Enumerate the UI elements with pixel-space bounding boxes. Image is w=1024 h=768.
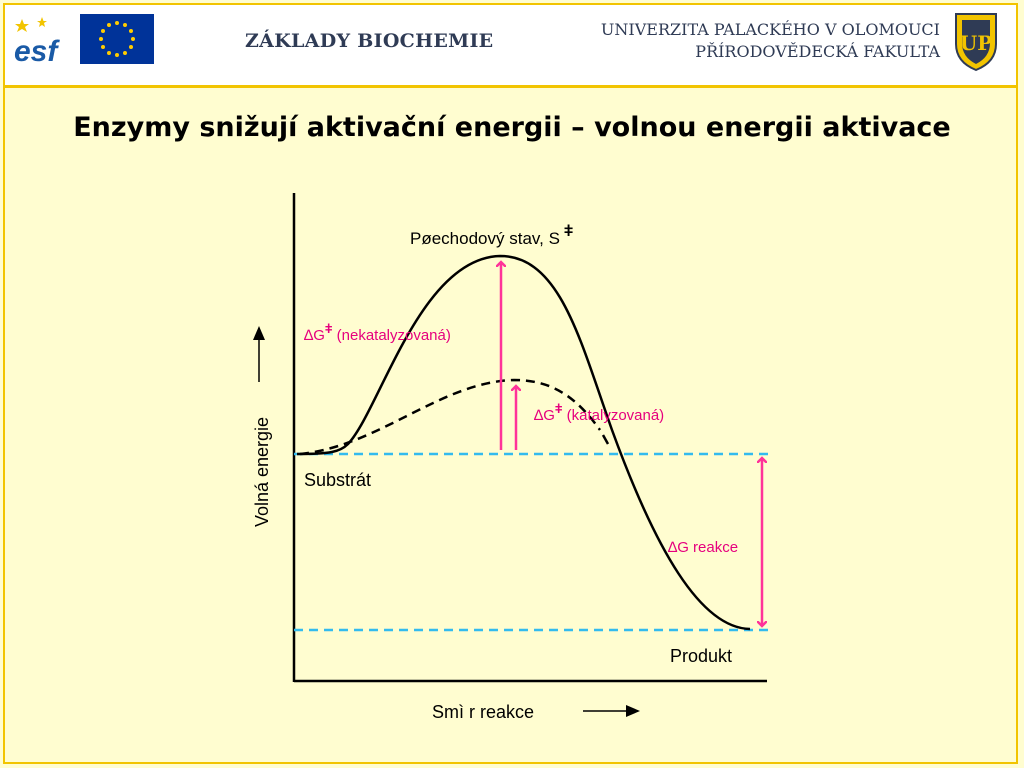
substrate-label: Substrát <box>304 470 371 490</box>
svg-text:UP: UP <box>960 31 992 55</box>
header-bar <box>5 5 1016 85</box>
slide-title: Enzymy snižují aktivační energii – volno… <box>73 112 951 143</box>
y-axis-label: Volná energie <box>252 417 272 527</box>
uncatalyzed-reaction-curve <box>296 254 751 631</box>
catalyzed-activation-label: ∆Gǂ (katalyzovaná) <box>534 401 664 424</box>
reaction-energy-label: ∆G reakce <box>668 539 738 556</box>
product-label: Produkt <box>670 646 732 666</box>
catalyzed-reaction-curve <box>299 378 602 456</box>
university-name: UNIVERZITA PALACKÉHO V OLOMOUCI <box>600 20 940 39</box>
faculty-name: PŘÍRODOVĚDECKÁ FAKULTA <box>695 42 940 61</box>
esf-logo: esf <box>12 13 74 65</box>
uncatalyzed-activation-label: ∆Gǂ (nekatalyzovaná) <box>304 321 451 344</box>
catalyzed-curve-end-arrow <box>601 434 610 445</box>
course-title: ZÁKLADY BIOCHEMIE <box>245 30 494 52</box>
header-divider <box>5 85 1016 88</box>
x-axis-label: Smì r reakce <box>432 702 534 722</box>
eu-flag-logo <box>80 14 154 64</box>
slide-frame <box>3 3 1018 764</box>
university-crest-logo: UP <box>955 13 997 72</box>
svg-text:esf: esf <box>14 35 60 65</box>
